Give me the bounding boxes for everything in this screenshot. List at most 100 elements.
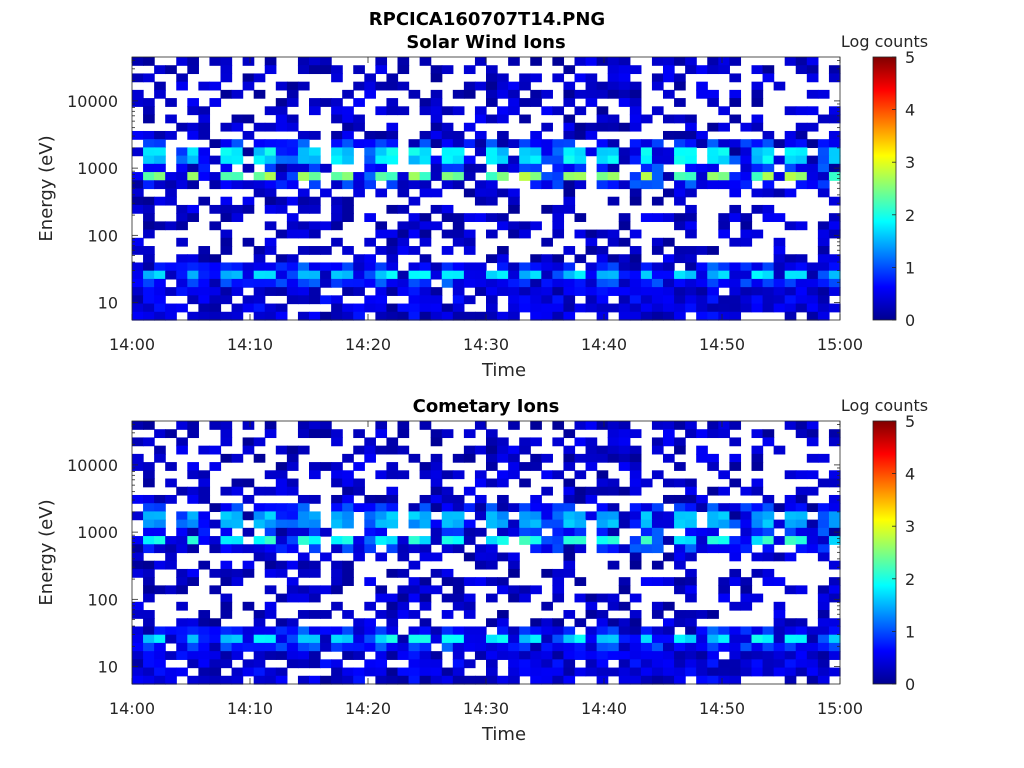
heatmap-cell xyxy=(618,73,631,83)
heatmap-cell xyxy=(486,577,498,586)
heatmap-cell xyxy=(198,511,211,521)
heatmap-cell xyxy=(176,287,188,296)
heatmap-cell xyxy=(408,560,421,570)
heatmap-cell xyxy=(297,421,310,430)
heatmap-cell xyxy=(463,610,476,619)
heatmap-cell xyxy=(297,229,310,239)
heatmap-cell xyxy=(685,295,697,305)
heatmap-cell xyxy=(817,229,830,239)
heatmap-cell xyxy=(187,130,199,140)
heatmap-cell xyxy=(596,311,609,321)
heatmap-cell xyxy=(220,155,233,165)
heatmap-cell xyxy=(397,445,410,455)
heatmap-cell xyxy=(574,667,587,677)
panel-title: Cometary Ions xyxy=(413,396,560,417)
heatmap-cell xyxy=(353,651,365,660)
heatmap-cell xyxy=(607,229,620,239)
heatmap-cell xyxy=(795,172,808,181)
heatmap-cell xyxy=(264,675,277,685)
heatmap-cell xyxy=(828,651,841,660)
heatmap-cell xyxy=(607,114,620,124)
heatmap-cell xyxy=(419,262,432,272)
heatmap-cell xyxy=(574,453,587,463)
heatmap-cell xyxy=(342,560,354,570)
heatmap-cell xyxy=(640,287,653,296)
heatmap-cell xyxy=(309,262,321,272)
heatmap-cell xyxy=(165,98,177,107)
heatmap-cell xyxy=(651,560,664,570)
heatmap-cell xyxy=(629,675,642,685)
heatmap-cell xyxy=(640,659,653,669)
heatmap-cell xyxy=(607,122,620,132)
heatmap-cell xyxy=(563,114,576,124)
heatmap-cell xyxy=(331,642,343,652)
heatmap-cell xyxy=(651,544,664,554)
heatmap-cell xyxy=(596,89,609,99)
heatmap-cell xyxy=(463,188,476,198)
heatmap-cell xyxy=(486,196,498,206)
heatmap-cell xyxy=(198,254,211,264)
heatmap-cell xyxy=(629,519,642,529)
heatmap-cell xyxy=(231,577,244,586)
heatmap-cell xyxy=(419,106,432,116)
heatmap-cell xyxy=(707,462,719,471)
heatmap-cell xyxy=(154,634,166,644)
heatmap-cell xyxy=(817,287,830,296)
heatmap-cell xyxy=(795,429,808,439)
heatmap-cell xyxy=(607,642,620,652)
heatmap-cell xyxy=(275,270,288,280)
heatmap-cell xyxy=(452,675,465,685)
heatmap-cell xyxy=(419,577,432,586)
heatmap-cell xyxy=(474,81,487,91)
heatmap-cell xyxy=(386,130,399,140)
heatmap-cell xyxy=(740,486,753,496)
heatmap-cell xyxy=(773,626,786,636)
heatmap-cell xyxy=(342,544,354,554)
heatmap-cell xyxy=(607,544,620,554)
heatmap-cell xyxy=(629,147,642,157)
heatmap-cell xyxy=(154,180,166,190)
heatmap-cell xyxy=(740,155,753,165)
heatmap-cell xyxy=(209,651,222,660)
heatmap-cell xyxy=(828,593,841,603)
heatmap-cell xyxy=(375,552,388,562)
heatmap-cell xyxy=(253,262,266,272)
heatmap-cell xyxy=(563,311,576,321)
heatmap-cell xyxy=(331,585,343,595)
heatmap-cell xyxy=(408,642,421,652)
heatmap-cell xyxy=(817,221,830,231)
colorbar-tick-label: 3 xyxy=(905,153,915,172)
heatmap-cell xyxy=(253,270,266,280)
heatmap-cell xyxy=(353,270,365,280)
heatmap-cell xyxy=(729,262,742,272)
heatmap-cell xyxy=(751,147,764,157)
heatmap-cell xyxy=(607,429,620,439)
heatmap-cell xyxy=(596,303,609,313)
heatmap-cell xyxy=(452,651,465,660)
heatmap-cell xyxy=(497,675,509,685)
heatmap-cell xyxy=(497,221,509,231)
heatmap-cell xyxy=(165,634,177,644)
heatmap-cell xyxy=(674,675,686,685)
heatmap-cell xyxy=(143,147,155,157)
heatmap-cell xyxy=(463,519,476,529)
heatmap-cell xyxy=(574,122,587,132)
heatmap-cell xyxy=(530,462,542,471)
heatmap-cell xyxy=(441,577,454,586)
heatmap-cell xyxy=(408,651,421,660)
heatmap-cell xyxy=(165,188,177,198)
heatmap-cell xyxy=(629,445,642,455)
heatmap-cell xyxy=(209,311,222,321)
heatmap-cell xyxy=(674,618,686,628)
heatmap-cell xyxy=(674,511,686,521)
heatmap-cell xyxy=(253,246,266,255)
heatmap-cell xyxy=(220,278,233,288)
heatmap-cell xyxy=(386,278,399,288)
heatmap-cell xyxy=(817,237,830,247)
colorbar-tick-label: 4 xyxy=(905,101,915,120)
heatmap-cell xyxy=(231,478,244,488)
heatmap-cell xyxy=(353,642,365,652)
heatmap-cell xyxy=(231,642,244,652)
heatmap-cell xyxy=(331,180,343,190)
